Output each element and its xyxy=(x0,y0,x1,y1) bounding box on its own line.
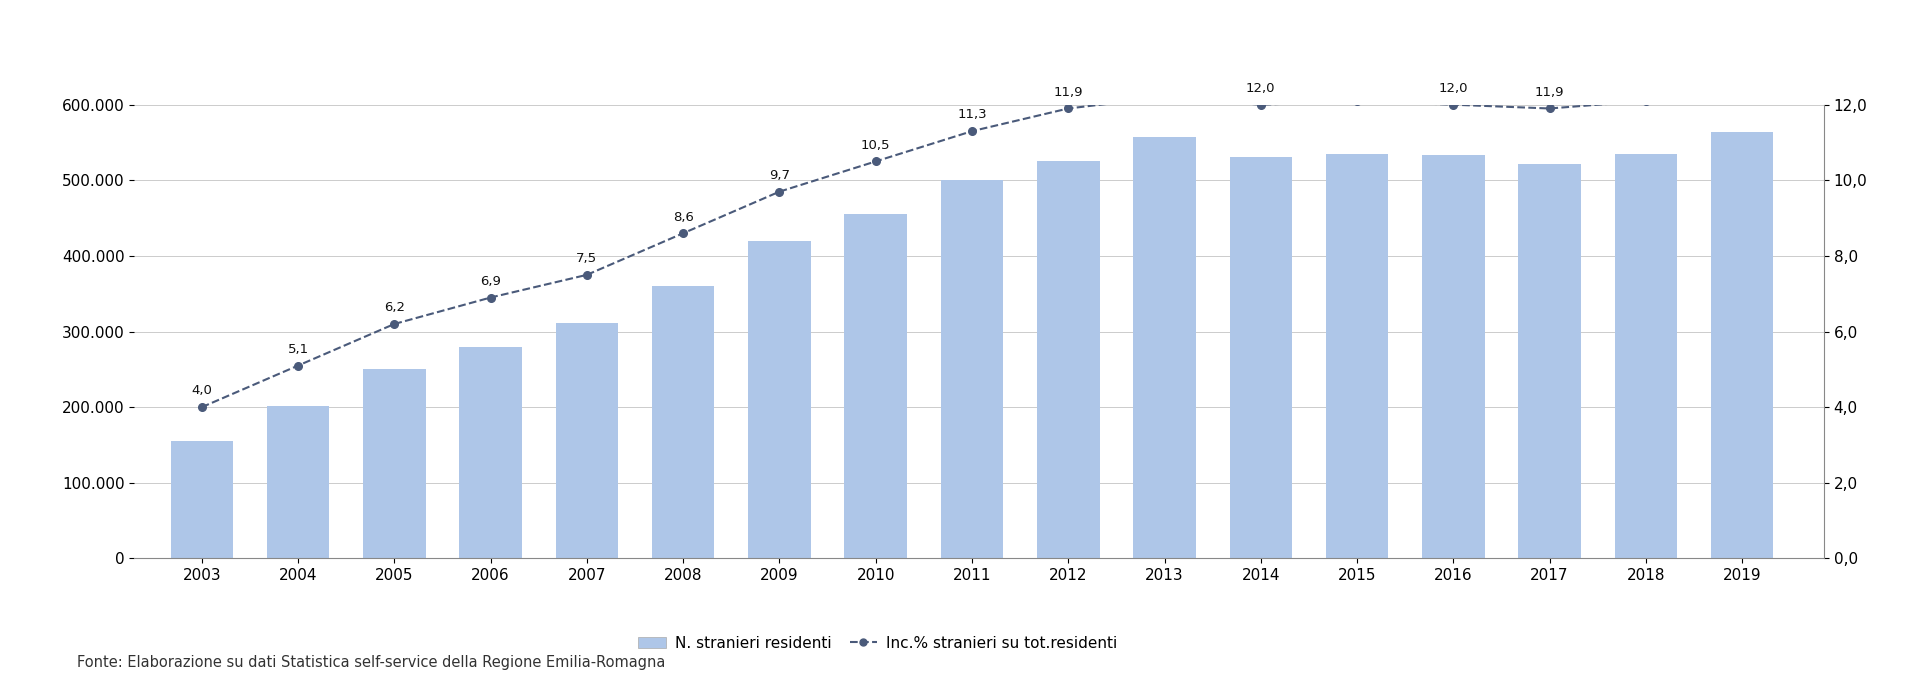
Text: 12,0: 12,0 xyxy=(1438,82,1469,95)
Bar xyxy=(1037,161,1100,558)
Bar xyxy=(459,347,522,558)
Bar xyxy=(749,241,810,558)
Text: 7,5: 7,5 xyxy=(576,252,597,265)
Text: 12,0: 12,0 xyxy=(1246,82,1275,95)
Bar xyxy=(845,214,906,558)
Legend: N. stranieri residenti, Inc.% stranieri su tot.residenti: N. stranieri residenti, Inc.% stranieri … xyxy=(632,630,1123,657)
Text: 6,9: 6,9 xyxy=(480,275,501,288)
Text: 11,9: 11,9 xyxy=(1534,86,1565,98)
Text: 6,2: 6,2 xyxy=(384,302,405,314)
Text: 10,5: 10,5 xyxy=(860,139,891,151)
Bar xyxy=(1229,157,1292,558)
Text: 8,6: 8,6 xyxy=(672,211,693,223)
Bar xyxy=(555,323,618,558)
Bar xyxy=(653,286,714,558)
Bar xyxy=(1423,156,1484,558)
Text: 9,7: 9,7 xyxy=(768,169,789,182)
Text: 4,0: 4,0 xyxy=(192,385,213,397)
Bar xyxy=(267,406,330,558)
Text: 5,1: 5,1 xyxy=(288,343,309,356)
Bar xyxy=(941,180,1004,558)
Text: 11,9: 11,9 xyxy=(1054,86,1083,98)
Bar xyxy=(1615,154,1678,558)
Bar xyxy=(1711,132,1774,558)
Bar xyxy=(1327,154,1388,558)
Bar xyxy=(1519,164,1580,558)
Bar xyxy=(1133,138,1196,558)
Text: 11,3: 11,3 xyxy=(958,108,987,121)
Text: Fonte: Elaborazione su dati Statistica self-service della Regione Emilia-Romagna: Fonte: Elaborazione su dati Statistica s… xyxy=(77,655,664,670)
Bar xyxy=(363,369,426,558)
Bar xyxy=(171,441,232,558)
